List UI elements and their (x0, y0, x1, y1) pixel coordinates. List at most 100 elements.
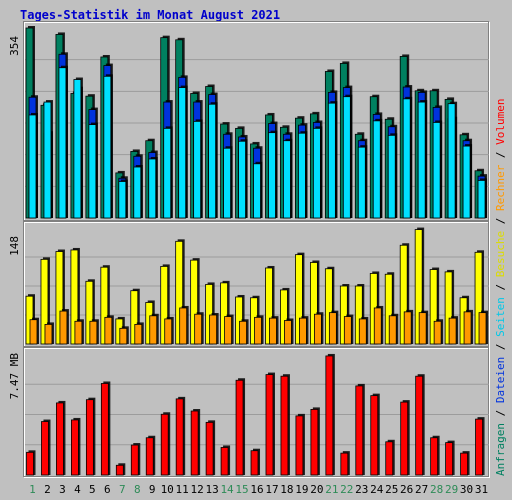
x-tick-label: 5 (89, 483, 96, 496)
x-tick-label: 16 (250, 483, 263, 496)
volumen-bar (445, 442, 453, 476)
volumen-bar (385, 441, 394, 476)
volumen-bar (370, 395, 379, 476)
rechner-bar (478, 312, 487, 345)
rechner-bar (284, 320, 292, 345)
volumen-bar (145, 437, 154, 476)
seiten-bar (327, 102, 336, 219)
volumen-bar (41, 421, 49, 476)
rechner-bar (74, 320, 83, 345)
seiten-bar (372, 120, 381, 219)
volumen-bar (475, 418, 483, 476)
x-tick-label: 15 (235, 483, 248, 496)
rechner-bar (59, 310, 68, 345)
seiten-bar (447, 103, 456, 219)
x-tick-label: 17 (265, 483, 278, 496)
seiten-bar (357, 146, 366, 219)
volumen-bar (115, 464, 124, 476)
x-tick-label: 8 (134, 483, 141, 496)
x-tick-label: 28 (430, 483, 443, 496)
seiten-bar (163, 127, 172, 219)
x-tick-label: 6 (104, 483, 111, 496)
seiten-bar (283, 140, 291, 219)
panel-1-frame-shadow (23, 21, 489, 221)
seiten-bar (178, 87, 187, 219)
x-tick-label: 13 (205, 483, 218, 496)
x-tick-label: 10 (161, 483, 174, 496)
seiten-bar (477, 180, 486, 219)
legend-entry: Anfragen (494, 423, 507, 476)
besuche-bar (70, 249, 79, 345)
volumen-bar (205, 421, 214, 476)
rechner-bar (403, 311, 412, 345)
rechner-bar (448, 317, 457, 345)
volumen-bar (190, 410, 199, 476)
besuche-bar (220, 282, 228, 345)
legend-separator: / (494, 145, 507, 165)
seiten-bar (208, 103, 217, 219)
rechner-bar (239, 320, 247, 345)
x-tick-label: 9 (149, 483, 156, 496)
volumen-bar (415, 375, 424, 476)
volumen-bar (400, 401, 409, 476)
seiten-bar (28, 114, 37, 219)
x-tick-label: 18 (280, 483, 293, 496)
volumen-bar (310, 408, 319, 476)
x-tick-label: 30 (460, 483, 473, 496)
besuche-bar (474, 251, 483, 345)
legend-separator: / (494, 337, 507, 357)
rechner-bar (343, 316, 352, 345)
legend-right: Anfragen / Dateien / Seiten / Besuche / … (494, 98, 507, 476)
rechner-bar (134, 324, 143, 345)
besuche-bar (160, 266, 169, 345)
seiten-bar (148, 158, 157, 219)
besuche-bar (55, 251, 64, 345)
volumen-bar (71, 419, 79, 476)
besuche-bar (414, 229, 423, 345)
seiten-bar (43, 101, 52, 219)
x-tick-label: 14 (220, 483, 234, 496)
seiten-bar (238, 140, 246, 219)
x-tick-label: 2 (44, 483, 51, 496)
besuche-bar (354, 285, 363, 345)
x-tick-label: 11 (176, 483, 189, 496)
seiten-bar (118, 181, 127, 219)
rechner-bar (254, 316, 262, 345)
besuche-bar (40, 258, 49, 345)
besuche-bar (429, 269, 438, 345)
rechner-bar (224, 316, 232, 345)
rechner-bar (104, 316, 113, 345)
seiten-bar (58, 67, 67, 219)
besuche-bar (175, 240, 184, 345)
besuche-bar (100, 266, 109, 345)
seiten-bar (312, 127, 321, 219)
x-tick-label: 24 (370, 483, 384, 496)
seiten-bar (268, 132, 276, 219)
rechner-bar (373, 307, 382, 345)
volumen-bar (430, 437, 439, 476)
x-tick-label: 20 (310, 483, 323, 496)
rechner-bar (388, 315, 397, 345)
rechner-bar (209, 314, 218, 345)
rechner-bar (433, 320, 442, 345)
volumen-bar (160, 413, 169, 476)
rechner-bar (463, 311, 472, 345)
besuche-bar (85, 280, 94, 345)
panel-3-frame-shadow (23, 347, 489, 477)
seiten-bar (223, 147, 231, 219)
rechner-bar (149, 315, 158, 345)
besuche-bar (399, 244, 408, 345)
rechner-bar (89, 320, 98, 345)
legend-entry: Dateien (494, 357, 507, 403)
y-max-label-2: 148 (8, 236, 21, 256)
volumen-bar (130, 444, 139, 476)
x-tick-label: 26 (400, 483, 413, 496)
rechner-bar (418, 312, 427, 345)
besuche-bar (265, 267, 273, 345)
volumen-bar (56, 402, 64, 476)
x-tick-label: 1 (29, 483, 36, 496)
y-max-label-3: 7.47 MB (8, 353, 21, 400)
panel-3-frame (24, 348, 490, 478)
seiten-bar (462, 145, 471, 219)
besuche-bar (190, 259, 199, 345)
